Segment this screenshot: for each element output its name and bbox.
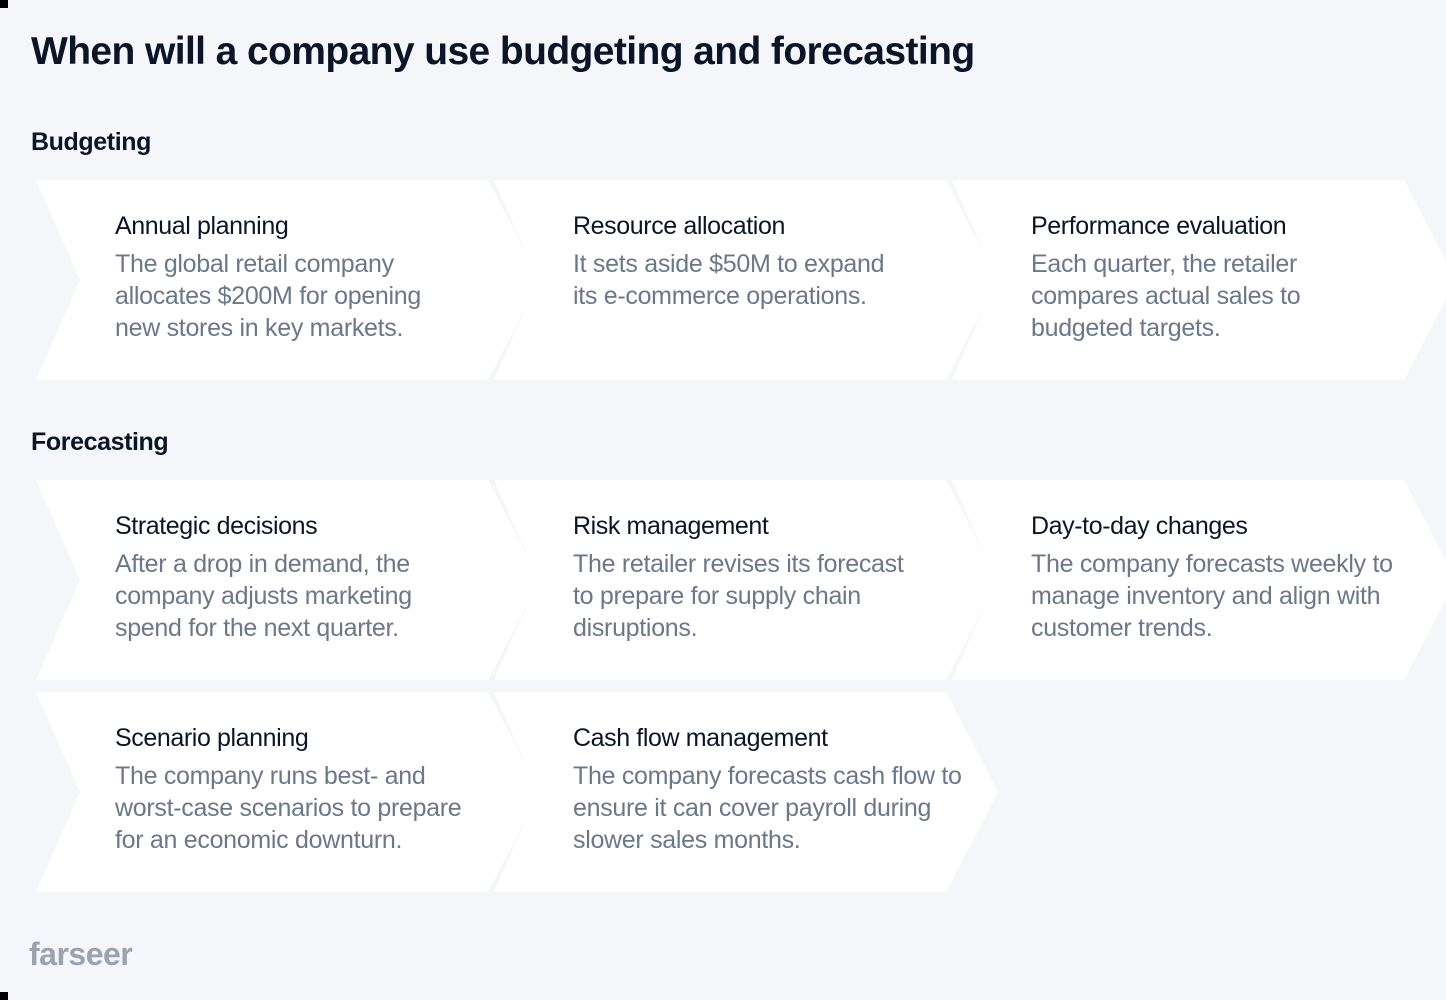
chevron-card-scenario-planning: Scenario planning The company runs best-… xyxy=(36,692,548,892)
chevron-shape xyxy=(494,180,998,380)
chevron-shape xyxy=(36,480,540,680)
corner-mark xyxy=(0,0,8,8)
chevron-shape xyxy=(494,692,998,892)
card-body: The company runs best- and worst-case sc… xyxy=(115,762,462,854)
section-label-budgeting: Budgeting xyxy=(31,128,151,156)
card-title: Day-to-day changes xyxy=(1031,512,1248,540)
card-body: It sets aside $50M to expand its e-comme… xyxy=(573,250,885,310)
chevron-shape xyxy=(36,692,540,892)
card-body: After a drop in demand, the company adju… xyxy=(115,550,412,642)
chevron-shape xyxy=(494,480,998,680)
corner-mark xyxy=(0,992,8,1000)
farseer-logo: farseer xyxy=(29,936,133,972)
card-title: Strategic decisions xyxy=(115,512,318,540)
chevron-card-risk-management: Risk management The retailer revises its… xyxy=(494,480,1006,680)
chevron-shape xyxy=(36,180,540,380)
card-body: The company forecasts weekly to manage i… xyxy=(1031,550,1393,642)
card-body: Each quarter, the retailer compares actu… xyxy=(1031,250,1301,342)
card-body: The retailer revises its forecast to pre… xyxy=(573,550,904,642)
chevron-card-day-to-day-changes: Day-to-day changes The company forecasts… xyxy=(952,480,1446,680)
chevron-shape xyxy=(952,480,1446,680)
card-title: Risk management xyxy=(573,512,769,540)
chevron-card-strategic-decisions: Strategic decisions After a drop in dema… xyxy=(36,480,548,680)
card-body: The global retail company allocates $200… xyxy=(115,250,421,342)
card-title: Annual planning xyxy=(115,212,289,240)
card-title: Scenario planning xyxy=(115,724,309,752)
card-body: The company forecasts cash flow to ensur… xyxy=(573,762,962,854)
chevron-shape xyxy=(952,180,1446,380)
section-label-forecasting: Forecasting xyxy=(31,428,169,456)
chevron-card-resource-allocation: Resource allocation It sets aside $50M t… xyxy=(494,180,1006,380)
page-title: When will a company use budgeting and fo… xyxy=(31,30,975,73)
chevron-card-cash-flow-management: Cash flow management The company forecas… xyxy=(494,692,1006,892)
card-title: Resource allocation xyxy=(573,212,785,240)
card-title: Performance evaluation xyxy=(1031,212,1287,240)
chevron-card-annual-planning: Annual planning The global retail compan… xyxy=(36,180,548,380)
chevron-card-performance-evaluation: Performance evaluation Each quarter, the… xyxy=(952,180,1446,380)
card-title: Cash flow management xyxy=(573,724,828,752)
